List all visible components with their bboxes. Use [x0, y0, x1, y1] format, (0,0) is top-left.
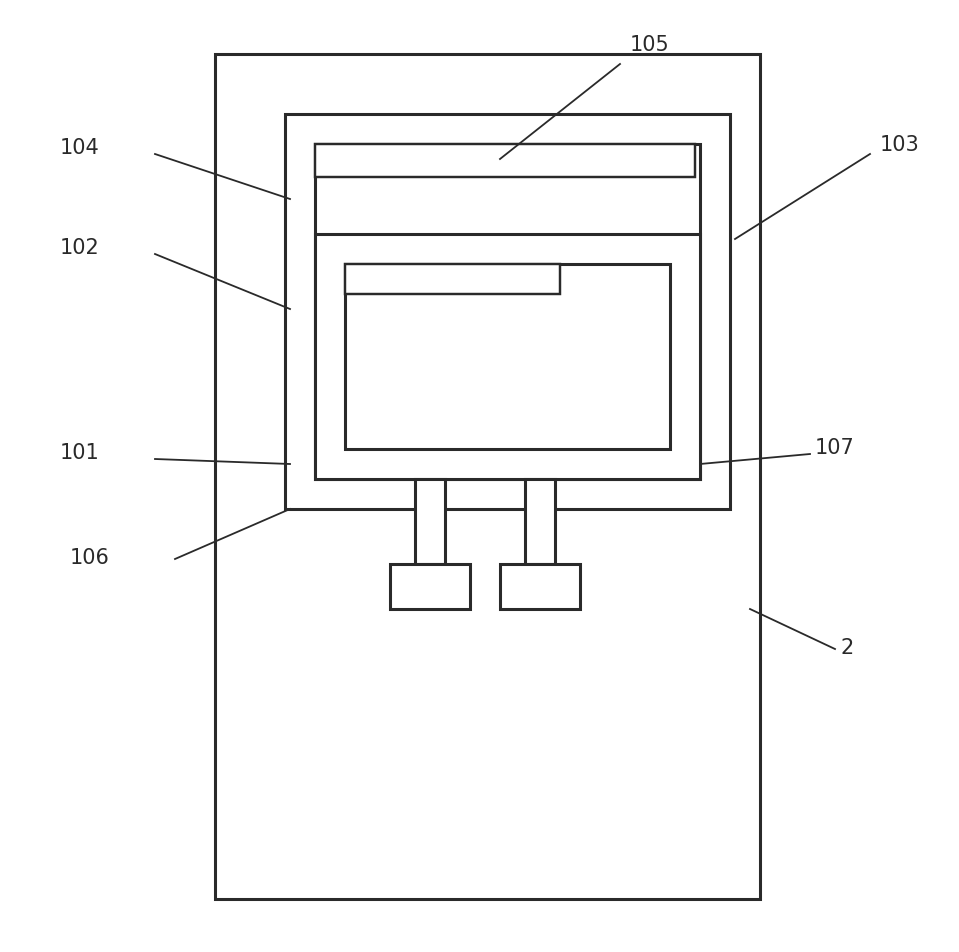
Bar: [315, 145, 700, 480]
Bar: [345, 265, 670, 449]
Bar: [345, 265, 560, 295]
Text: 105: 105: [630, 35, 669, 55]
Text: 106: 106: [70, 547, 110, 567]
Bar: [215, 55, 760, 899]
Bar: [315, 235, 700, 480]
Text: 104: 104: [60, 138, 100, 158]
Text: 2: 2: [840, 637, 854, 657]
Bar: [390, 565, 470, 609]
Bar: [315, 145, 695, 178]
Bar: [525, 480, 555, 565]
Bar: [415, 480, 445, 565]
Text: 107: 107: [815, 438, 854, 458]
Text: 101: 101: [60, 443, 100, 463]
Bar: [285, 115, 730, 509]
Text: 103: 103: [880, 135, 920, 155]
Bar: [500, 565, 580, 609]
Text: 102: 102: [60, 238, 100, 258]
